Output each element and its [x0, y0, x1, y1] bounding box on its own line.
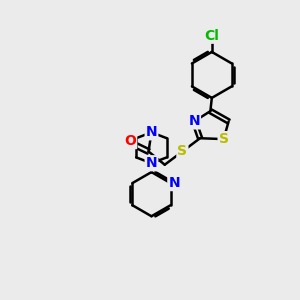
Text: N: N — [188, 114, 200, 128]
Text: S: S — [177, 145, 188, 158]
Text: S: S — [219, 132, 229, 146]
Text: N: N — [146, 125, 157, 139]
Text: N: N — [168, 176, 180, 190]
Text: N: N — [146, 156, 157, 170]
Text: Cl: Cl — [204, 29, 219, 43]
Text: O: O — [124, 134, 136, 148]
